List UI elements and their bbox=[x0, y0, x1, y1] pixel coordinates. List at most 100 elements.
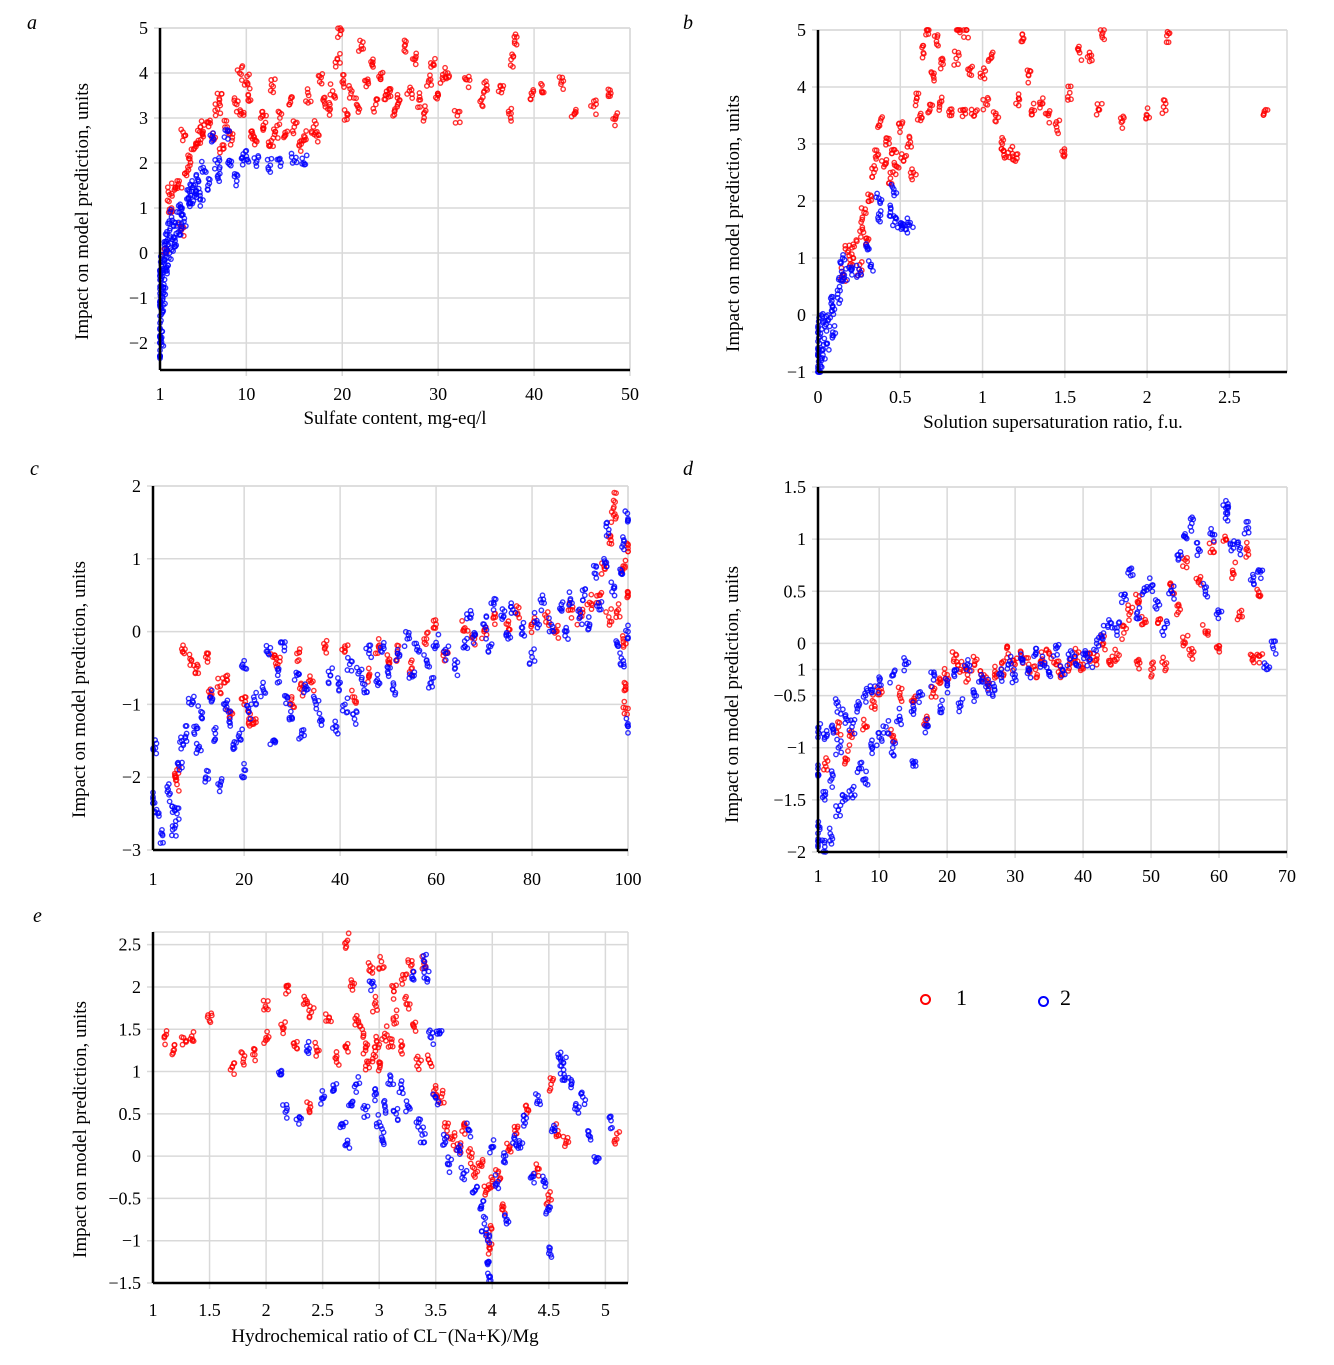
data-point-series-1 bbox=[373, 96, 380, 102]
data-point-series-2 bbox=[366, 647, 373, 654]
data-point-series-1 bbox=[278, 1021, 284, 1028]
data-point-series-1 bbox=[191, 145, 198, 152]
x-tick-label: 4 bbox=[488, 1300, 497, 1320]
data-point-series-2 bbox=[191, 729, 197, 736]
data-point-series-1 bbox=[186, 156, 193, 162]
data-point-series-2 bbox=[227, 720, 233, 726]
data-point-series-1 bbox=[348, 977, 355, 983]
data-point-series-1 bbox=[340, 71, 347, 78]
data-point-series-2 bbox=[401, 643, 408, 650]
data-point-series-2 bbox=[830, 332, 837, 339]
data-point-series-1 bbox=[871, 706, 878, 712]
data-point-series-2 bbox=[898, 721, 905, 728]
data-point-series-2 bbox=[555, 1051, 562, 1058]
data-point-series-1 bbox=[301, 993, 308, 1000]
data-point-series-1 bbox=[244, 73, 250, 80]
data-point-series-2 bbox=[853, 274, 860, 280]
x-tick-label: 2.5 bbox=[311, 1300, 334, 1320]
data-point-series-1 bbox=[898, 685, 905, 692]
data-point-series-1 bbox=[1118, 119, 1125, 126]
y-tick-label: 4 bbox=[139, 63, 148, 83]
x-tick-label: 40 bbox=[1074, 866, 1092, 886]
data-point-series-2 bbox=[162, 285, 169, 291]
data-point-series-1 bbox=[456, 108, 463, 115]
data-point-series-1 bbox=[421, 636, 428, 642]
data-point-series-2 bbox=[243, 156, 250, 163]
data-point-series-2 bbox=[459, 1174, 466, 1181]
data-point-series-2 bbox=[625, 720, 631, 727]
data-point-series-1 bbox=[369, 1055, 376, 1062]
data-point-series-2 bbox=[382, 1110, 389, 1116]
data-point-series-2 bbox=[868, 740, 874, 747]
data-point-series-2 bbox=[480, 1213, 487, 1220]
data-point-series-2 bbox=[289, 160, 296, 166]
data-point-series-1 bbox=[358, 46, 365, 52]
data-point-series-1 bbox=[282, 1019, 289, 1025]
data-point-series-1 bbox=[611, 1138, 618, 1145]
data-point-series-2 bbox=[885, 717, 892, 724]
panel-label: b bbox=[683, 12, 693, 34]
data-point-series-2 bbox=[575, 1109, 582, 1116]
data-point-series-2 bbox=[1012, 671, 1019, 678]
data-point-series-1 bbox=[391, 108, 398, 114]
data-point-series-1 bbox=[1046, 119, 1053, 126]
data-point-series-1 bbox=[907, 139, 914, 145]
data-point-series-2 bbox=[350, 711, 356, 718]
data-point-series-2 bbox=[581, 592, 588, 599]
data-point-series-2 bbox=[485, 649, 492, 655]
data-point-series-1 bbox=[175, 787, 182, 794]
x-tick-label: 0.5 bbox=[889, 387, 912, 407]
data-point-series-1 bbox=[898, 151, 905, 157]
data-point-series-2 bbox=[853, 262, 860, 269]
data-point-series-2 bbox=[830, 311, 837, 318]
data-point-series-1 bbox=[527, 96, 534, 102]
data-point-series-2 bbox=[822, 791, 829, 798]
data-point-series-2 bbox=[501, 1150, 507, 1156]
data-point-series-2 bbox=[573, 1100, 579, 1107]
data-point-series-1 bbox=[426, 77, 432, 84]
data-point-series-1 bbox=[439, 1090, 446, 1097]
data-point-series-2 bbox=[839, 792, 846, 799]
data-point-series-1 bbox=[1030, 100, 1037, 107]
data-point-series-2 bbox=[435, 1099, 442, 1105]
data-point-series-2 bbox=[403, 1098, 410, 1104]
data-point-series-1 bbox=[337, 50, 343, 57]
data-point-series-1 bbox=[276, 121, 283, 128]
data-point-series-1 bbox=[625, 590, 631, 597]
data-point-series-1 bbox=[179, 137, 186, 144]
data-point-series-1 bbox=[343, 939, 350, 946]
data-point-series-1 bbox=[291, 704, 298, 711]
data-point-series-1 bbox=[181, 170, 188, 177]
data-point-series-1 bbox=[170, 1050, 177, 1056]
data-point-series-2 bbox=[507, 634, 514, 641]
data-point-series-2 bbox=[989, 680, 996, 687]
data-point-series-2 bbox=[1245, 518, 1251, 525]
data-point-series-1 bbox=[253, 719, 259, 726]
data-point-series-2 bbox=[623, 627, 629, 634]
data-point-series-1 bbox=[1029, 111, 1035, 118]
data-point-series-2 bbox=[1084, 650, 1091, 657]
data-point-series-1 bbox=[1064, 94, 1071, 100]
data-point-series-2 bbox=[922, 729, 929, 736]
data-point-series-2 bbox=[937, 706, 944, 713]
data-point-series-2 bbox=[197, 203, 204, 209]
data-point-series-2 bbox=[247, 715, 254, 722]
data-point-series-1 bbox=[1143, 115, 1149, 122]
x-axis-label: Solution supersaturation ratio, f.u. bbox=[923, 412, 1183, 433]
data-point-series-2 bbox=[366, 978, 373, 985]
data-point-series-2 bbox=[193, 750, 200, 756]
data-point-series-1 bbox=[1126, 617, 1132, 624]
data-point-series-1 bbox=[857, 234, 864, 240]
data-point-series-1 bbox=[1136, 665, 1142, 672]
data-point-series-2 bbox=[336, 686, 343, 693]
data-point-series-1 bbox=[548, 1196, 555, 1203]
data-point-series-1 bbox=[875, 151, 882, 158]
data-point-series-1 bbox=[1256, 659, 1263, 666]
data-point-series-1 bbox=[174, 177, 181, 184]
data-point-series-2 bbox=[353, 1089, 360, 1096]
data-point-series-2 bbox=[216, 178, 223, 185]
data-point-series-2 bbox=[349, 658, 355, 665]
data-point-series-2 bbox=[887, 204, 894, 211]
data-point-series-1 bbox=[621, 679, 628, 686]
data-point-series-2 bbox=[303, 1048, 310, 1055]
